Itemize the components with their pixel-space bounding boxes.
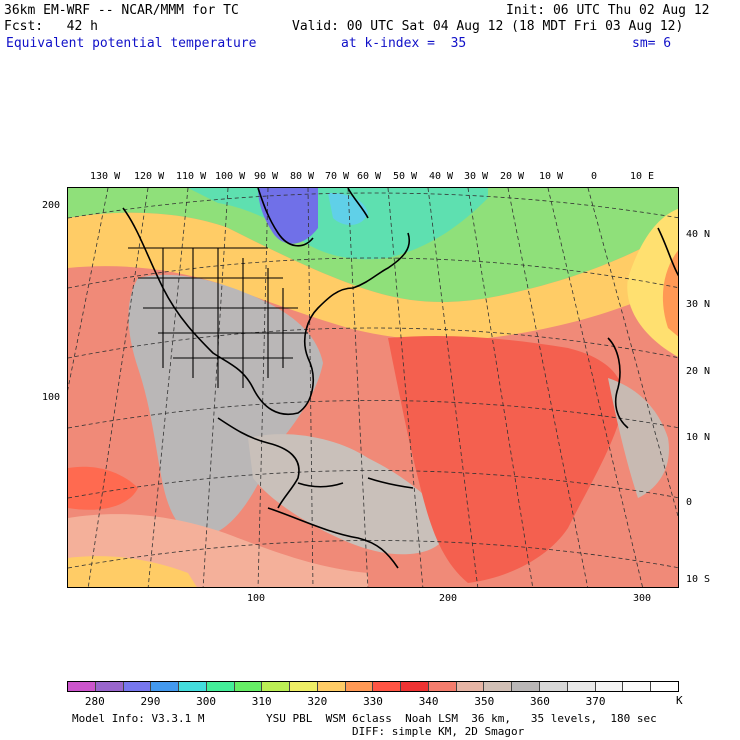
map-canvas	[68, 188, 678, 587]
colorbar	[67, 681, 679, 692]
colorbar-swatch	[428, 682, 457, 691]
colorbar-label: 340	[418, 695, 439, 708]
model-title: 36km EM-WRF -- NCAR/MMM for TC	[4, 3, 239, 18]
y-grid-label: 100	[42, 392, 61, 403]
map-panel	[67, 187, 679, 588]
cold-core	[258, 188, 318, 244]
colorbar-swatch	[179, 682, 207, 691]
colorbar-swatch	[651, 682, 678, 691]
longitude-label: 90 W	[254, 171, 279, 182]
colorbar-swatch	[456, 682, 485, 691]
x-grid-label: 100	[247, 593, 266, 604]
longitude-label: 40 W	[429, 171, 454, 182]
colorbar-label: 290	[140, 695, 161, 708]
forecast-hour: Fcst: 42 h	[4, 19, 98, 34]
x-grid-label: 300	[633, 593, 652, 604]
longitude-label: 30 W	[464, 171, 489, 182]
longitude-label: 60 W	[357, 171, 382, 182]
colorbar-label: 370	[585, 695, 606, 708]
colorbar-swatch	[567, 682, 596, 691]
east-grey-patch	[608, 378, 669, 498]
colorbar-label: 330	[363, 695, 383, 708]
colorbar-swatch	[123, 682, 152, 691]
colorbar-swatch	[540, 682, 568, 691]
colorbar-swatch	[512, 682, 541, 691]
longitude-label: 70 W	[325, 171, 350, 182]
latitude-label: 30 N	[686, 299, 711, 310]
colorbar-swatch	[95, 682, 124, 691]
y-grid-label: 200	[42, 200, 61, 211]
field-name: Equivalent potential temperature	[6, 36, 257, 51]
init-time: Init: 06 UTC Thu 02 Aug 12	[506, 3, 710, 18]
smoothing: sm= 6	[632, 36, 672, 51]
latitude-label: 40 N	[686, 229, 711, 240]
colorbar-swatch	[206, 682, 235, 691]
warm-transition	[68, 212, 678, 340]
longitude-label: 130 W	[90, 171, 121, 182]
cool-patch	[328, 193, 368, 225]
colorbar-swatch	[623, 682, 652, 691]
longitude-label: 100 W	[215, 171, 246, 182]
colorbar-swatch	[234, 682, 263, 691]
latitude-label: 10 S	[686, 574, 711, 585]
longitude-label: 10 E	[630, 171, 655, 182]
political-boundaries	[128, 247, 308, 388]
colorbar-swatch	[262, 682, 291, 691]
level-index: at k-index = 35	[341, 36, 467, 51]
coastlines	[122, 188, 678, 569]
colorbar-swatch	[401, 682, 429, 691]
diffusion-info: DIFF: simple KM, 2D Smagor	[352, 725, 525, 738]
colorbar-label: 280	[84, 695, 105, 708]
colorbar-swatch	[68, 682, 96, 691]
longitude-label: 20 W	[500, 171, 525, 182]
longitude-label: 80 W	[290, 171, 315, 182]
physics-info: YSU PBL WSM 6class Noah LSM 36 km, 35 le…	[266, 712, 657, 725]
colorbar-label: 350	[474, 695, 495, 708]
colorbar-label: 310	[251, 695, 272, 708]
colorbar-label: 320	[307, 695, 328, 708]
colorbar-swatch	[317, 682, 346, 691]
valid-time: Valid: 00 UTC Sat 04 Aug 12 (18 MDT Fri …	[292, 19, 684, 34]
graticule	[68, 188, 678, 587]
colorbar-swatch	[595, 682, 624, 691]
colorbar-unit: K	[676, 694, 683, 707]
longitude-label: 120 W	[134, 171, 165, 182]
colorbar-label: 300	[196, 695, 217, 708]
continent-grey	[128, 274, 323, 537]
model-info: Model Info: V3.3.1 M	[72, 712, 205, 725]
colorbar-swatch	[151, 682, 180, 691]
latitude-label: 10 N	[686, 432, 711, 443]
east-orange	[662, 250, 678, 337]
x-grid-label: 200	[439, 593, 458, 604]
longitude-label: 0	[591, 171, 598, 182]
latitude-label: 20 N	[686, 366, 711, 377]
south-yellow	[68, 556, 197, 587]
longitude-label: 10 W	[539, 171, 564, 182]
colorbar-label: 360	[529, 695, 550, 708]
colorbar-swatch	[290, 682, 318, 691]
colorbar-swatch	[484, 682, 513, 691]
colorbar-swatch	[345, 682, 374, 691]
longitude-label: 50 W	[393, 171, 418, 182]
colorbar-swatch	[373, 682, 402, 691]
longitude-label: 110 W	[176, 171, 207, 182]
latitude-label: 0	[686, 497, 693, 508]
atlantic-warm-core	[388, 336, 624, 583]
